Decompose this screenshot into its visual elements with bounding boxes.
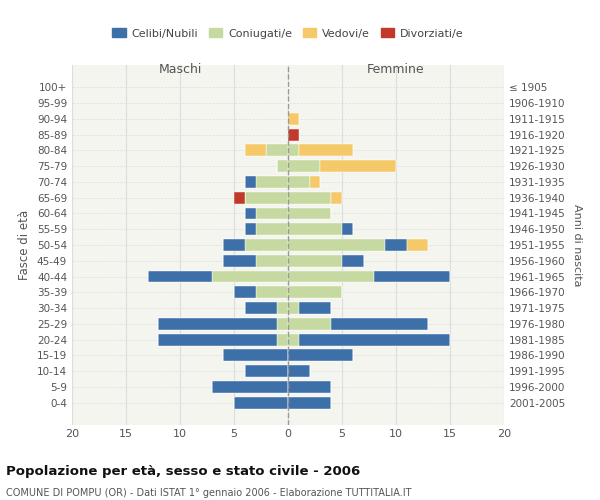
Bar: [256, 176, 288, 188]
Bar: [245, 224, 256, 235]
Bar: [234, 286, 256, 298]
Bar: [277, 160, 288, 172]
Y-axis label: Anni di nascita: Anni di nascita: [572, 204, 582, 286]
Bar: [288, 350, 353, 362]
Bar: [158, 318, 277, 330]
Text: Maschi: Maschi: [158, 63, 202, 76]
Bar: [288, 160, 320, 172]
Bar: [277, 334, 288, 345]
Bar: [256, 208, 288, 220]
Bar: [277, 302, 288, 314]
Bar: [288, 286, 342, 298]
Bar: [288, 224, 342, 235]
Bar: [245, 239, 288, 251]
Bar: [245, 176, 256, 188]
Bar: [288, 270, 374, 282]
Bar: [288, 366, 310, 377]
Bar: [266, 144, 288, 156]
Bar: [288, 113, 299, 124]
Text: COMUNE DI POMPU (OR) - Dati ISTAT 1° gennaio 2006 - Elaborazione TUTTITALIA.IT: COMUNE DI POMPU (OR) - Dati ISTAT 1° gen…: [6, 488, 412, 498]
Y-axis label: Fasce di età: Fasce di età: [19, 210, 31, 280]
Bar: [256, 255, 288, 266]
Bar: [299, 334, 450, 345]
Bar: [320, 160, 396, 172]
Bar: [245, 208, 256, 220]
Bar: [212, 270, 288, 282]
Bar: [288, 128, 299, 140]
Bar: [288, 302, 299, 314]
Bar: [331, 318, 428, 330]
Bar: [234, 192, 245, 203]
Bar: [223, 350, 288, 362]
Bar: [245, 192, 288, 203]
Bar: [148, 270, 212, 282]
Bar: [234, 397, 288, 408]
Bar: [288, 318, 331, 330]
Bar: [256, 224, 288, 235]
Bar: [256, 286, 288, 298]
Bar: [277, 318, 288, 330]
Bar: [288, 397, 331, 408]
Bar: [223, 239, 245, 251]
Bar: [407, 239, 428, 251]
Bar: [385, 239, 407, 251]
Bar: [245, 366, 288, 377]
Bar: [299, 144, 353, 156]
Bar: [331, 192, 342, 203]
Bar: [288, 381, 331, 393]
Bar: [288, 208, 331, 220]
Bar: [288, 334, 299, 345]
Bar: [288, 192, 331, 203]
Text: Femmine: Femmine: [367, 63, 425, 76]
Bar: [310, 176, 320, 188]
Text: Popolazione per età, sesso e stato civile - 2006: Popolazione per età, sesso e stato civil…: [6, 465, 360, 478]
Bar: [158, 334, 277, 345]
Bar: [288, 144, 299, 156]
Bar: [288, 239, 385, 251]
Bar: [212, 381, 288, 393]
Bar: [288, 176, 310, 188]
Bar: [299, 302, 331, 314]
Bar: [374, 270, 450, 282]
Bar: [245, 302, 277, 314]
Bar: [342, 224, 353, 235]
Legend: Celibi/Nubili, Coniugati/e, Vedovi/e, Divorziati/e: Celibi/Nubili, Coniugati/e, Vedovi/e, Di…: [108, 24, 468, 43]
Bar: [342, 255, 364, 266]
Bar: [245, 144, 266, 156]
Bar: [223, 255, 256, 266]
Bar: [288, 255, 342, 266]
